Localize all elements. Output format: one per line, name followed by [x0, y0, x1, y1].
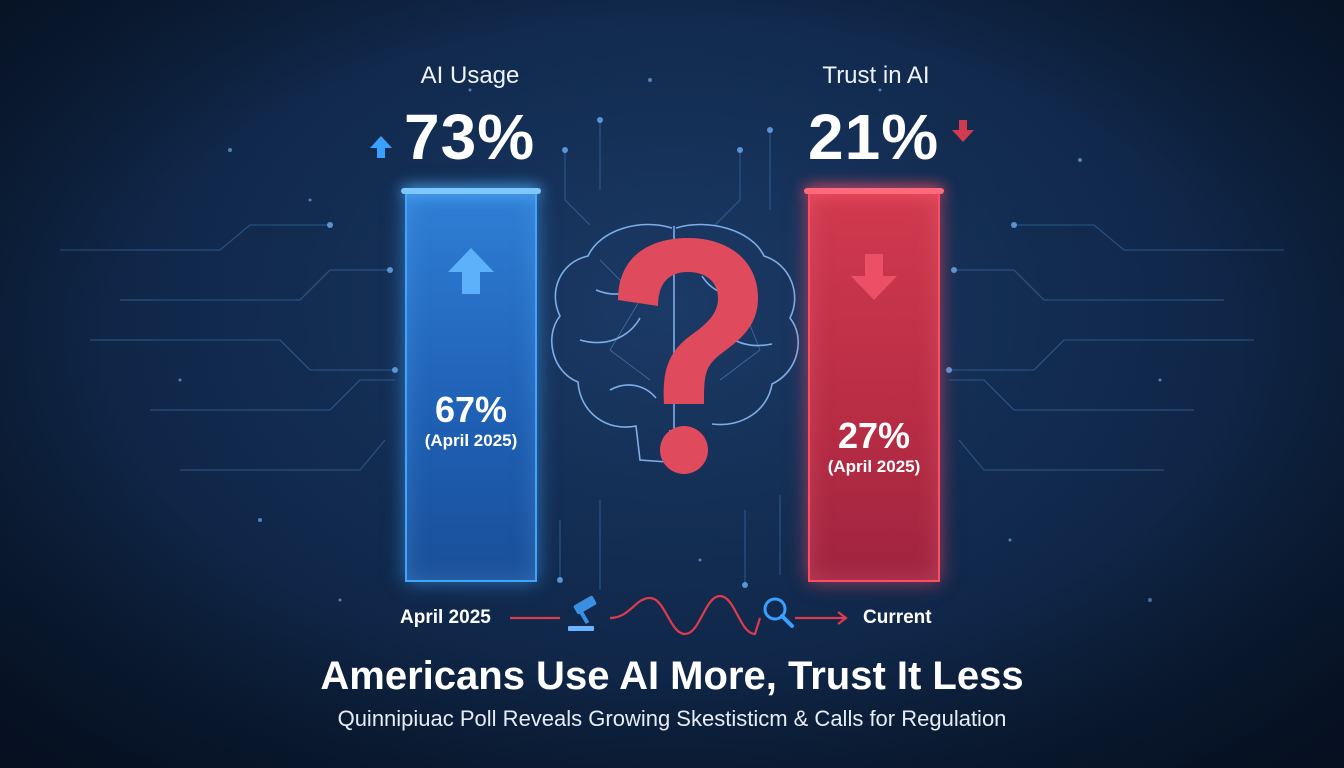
bar-top-glow: [804, 188, 944, 194]
bar-trust-in-ai: 27% (April 2025): [804, 188, 944, 582]
timeline: [510, 594, 848, 636]
headline: Americans Use AI More, Trust It Less: [320, 654, 1024, 698]
magnifier-icon: [763, 597, 794, 628]
arrow-down-icon: [851, 254, 897, 300]
arrow-down-icon: [952, 120, 974, 142]
arrow-up-icon: [448, 248, 494, 294]
timeline-start-label: April 2025: [400, 607, 491, 628]
usage-current-value: 73%: [404, 101, 536, 173]
usage-previous-value: 67%: [434, 389, 508, 430]
timeline-arrow: [795, 611, 848, 625]
usage-label: AI Usage: [420, 62, 520, 89]
timeline-wave: [510, 594, 762, 636]
trust-previous: 27% (April 2025): [804, 416, 944, 478]
bar-ai-usage: 67% (April 2025): [401, 188, 541, 582]
trust-label: Trust in AI: [822, 62, 930, 89]
trust-previous-date: (April 2025): [827, 457, 921, 476]
usage-previous-date: (April 2025): [424, 431, 518, 450]
gavel-icon: [568, 595, 597, 631]
arrow-up-icon: [370, 136, 392, 158]
bar-top-glow: [401, 188, 541, 194]
subheadline: Quinnipiuac Poll Reveals Growing Skestis…: [337, 706, 1007, 731]
timeline-end-label: Current: [863, 607, 932, 628]
trust-previous-value: 27%: [837, 415, 911, 456]
usage-previous: 67% (April 2025): [401, 390, 541, 452]
trust-current-value: 21%: [808, 101, 940, 173]
